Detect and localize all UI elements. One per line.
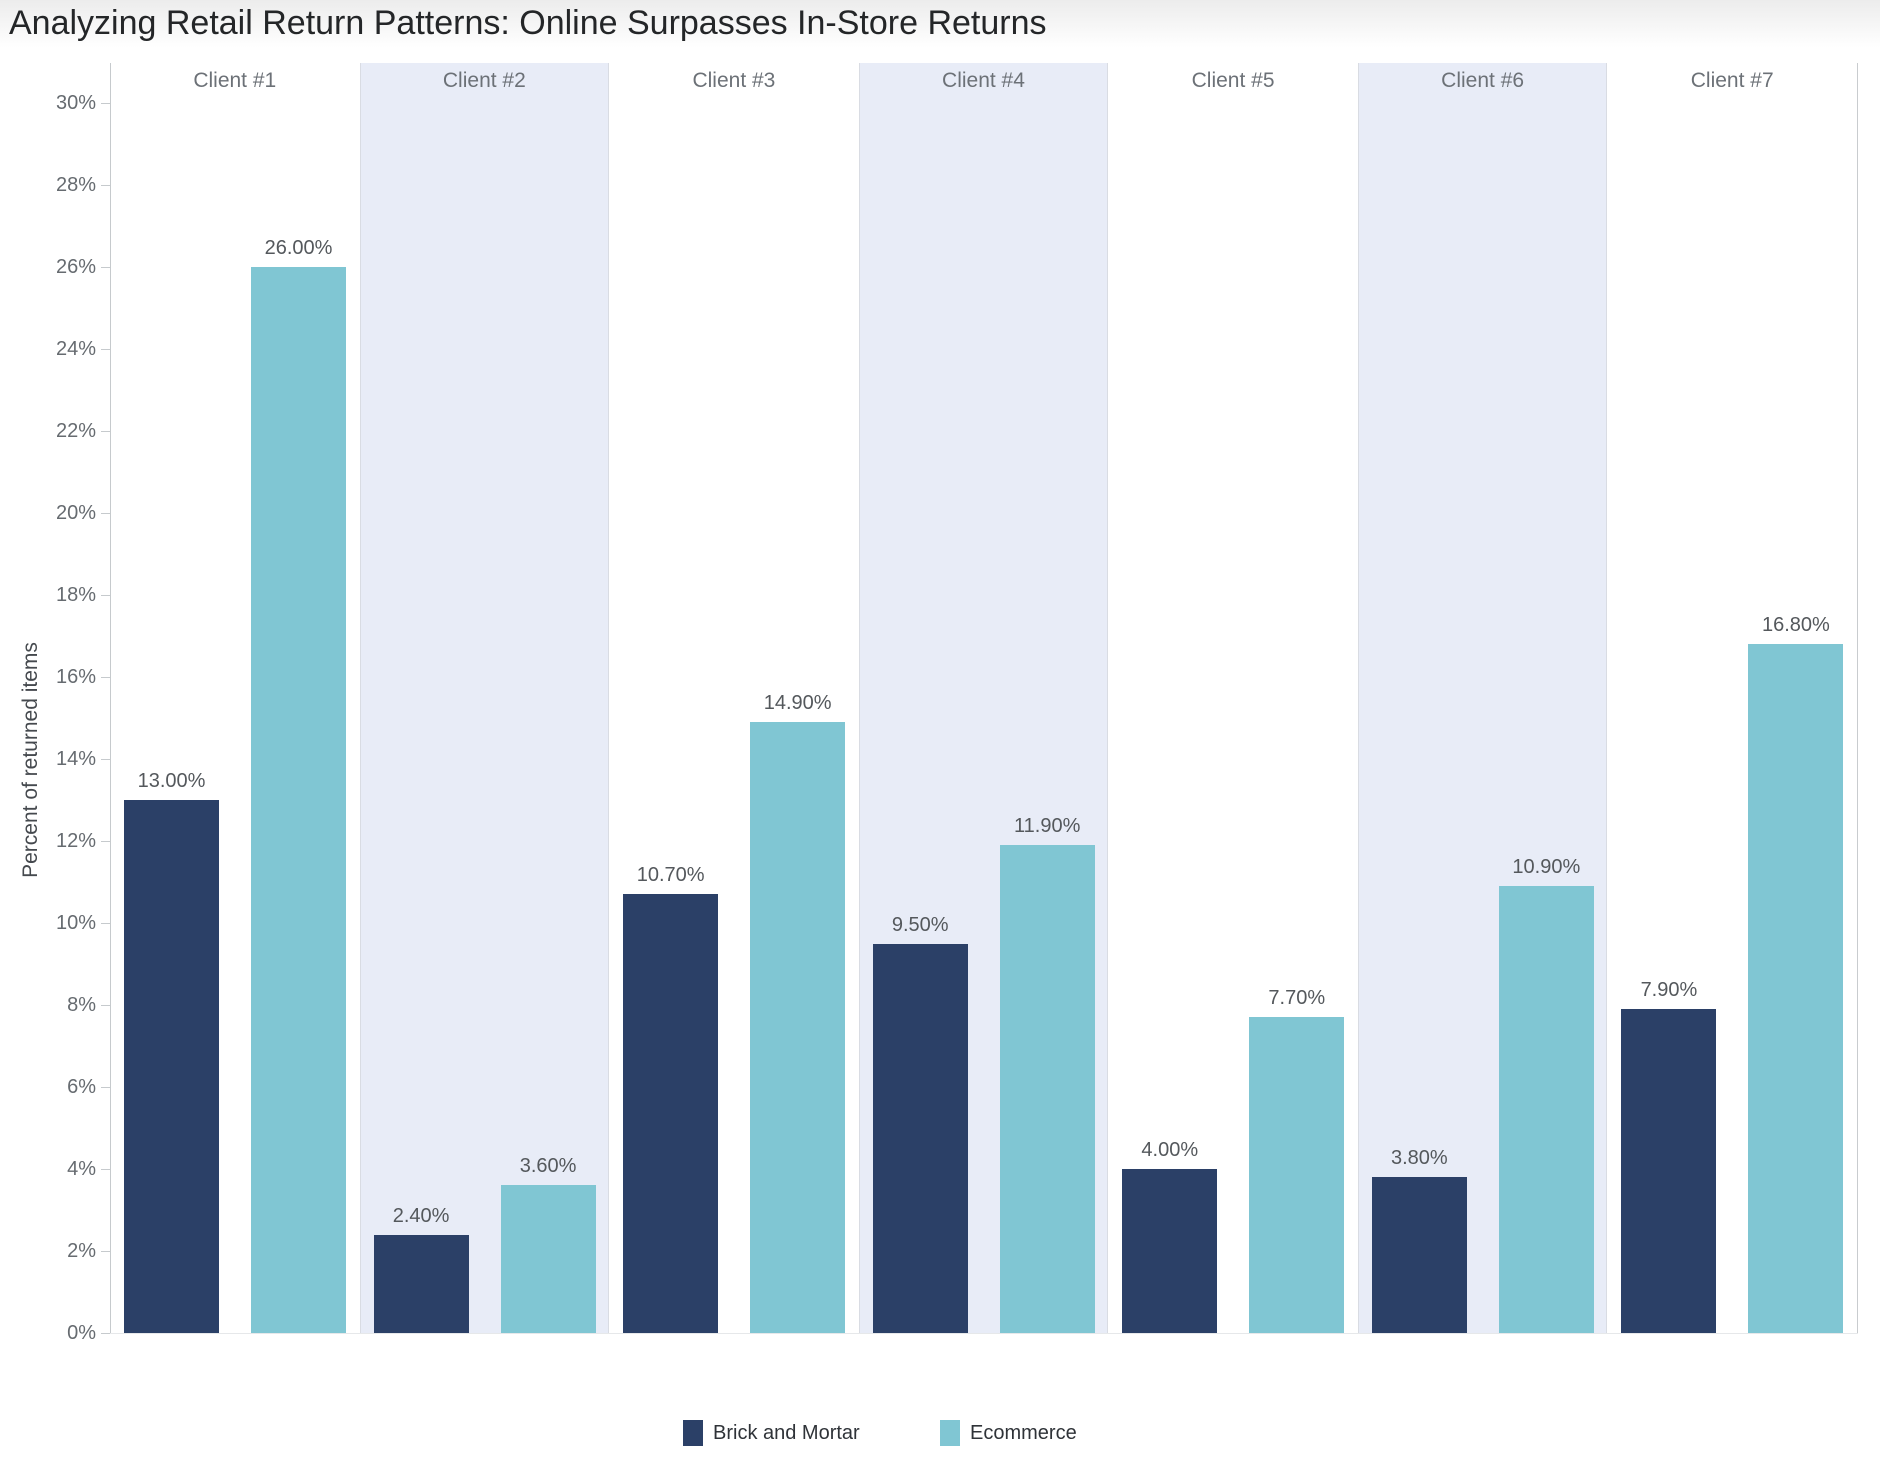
bar-value-label: 7.70%	[1268, 987, 1326, 1010]
bar-brick-and-mortar-3	[623, 894, 719, 1333]
y-tick-label: 4%	[67, 1158, 96, 1180]
bar-ecommerce-1	[251, 267, 346, 1333]
category-label-2: Client #2	[442, 69, 526, 92]
legend-item-ecommerce[interactable]: Ecommerce	[940, 1420, 1077, 1446]
y-tick-mark	[101, 103, 110, 104]
y-tick-mark	[101, 1251, 110, 1252]
y-tick-label: 10%	[55, 912, 96, 934]
y-tick-label: 2%	[67, 1240, 96, 1262]
legend-swatch-brick-and-mortar	[683, 1420, 703, 1446]
bar-ecommerce-2	[500, 1185, 596, 1333]
category-band-3: Client #3	[609, 63, 859, 1333]
y-tick-mark	[101, 841, 110, 842]
y-tick-label: 24%	[55, 338, 96, 360]
y-tick-mark	[101, 1087, 110, 1088]
y-tick-label: 26%	[55, 256, 96, 278]
y-tick-label: 30%	[55, 92, 96, 114]
legend-label: Ecommerce	[970, 1421, 1077, 1444]
category-label-3: Client #3	[692, 69, 776, 92]
title-bar: Analyzing Retail Return Patterns: Online…	[0, 0, 1880, 56]
bar-ecommerce-4	[999, 845, 1095, 1333]
bar-brick-and-mortar-1	[124, 800, 219, 1333]
bar-value-label: 10.70%	[636, 864, 705, 887]
y-axis-line	[110, 63, 111, 1333]
y-tick-label: 20%	[55, 502, 96, 524]
bar-ecommerce-5	[1249, 1017, 1345, 1333]
y-tick-mark	[101, 349, 110, 350]
legend-swatch-ecommerce	[940, 1420, 960, 1446]
bar-brick-and-mortar-4	[872, 943, 968, 1333]
y-tick-mark	[101, 513, 110, 514]
y-tick-mark	[101, 267, 110, 268]
bar-value-label: 9.50%	[891, 913, 949, 936]
category-label-6: Client #6	[1441, 69, 1525, 92]
y-tick-mark	[101, 1333, 110, 1334]
bar-value-label: 11.90%	[1014, 815, 1081, 838]
category-band-5: Client #5	[1108, 63, 1358, 1333]
category-label-7: Client #7	[1690, 69, 1774, 92]
legend-label: Brick and Mortar	[713, 1421, 860, 1444]
bar-value-label: 3.80%	[1390, 1147, 1448, 1170]
y-tick-label: 16%	[55, 666, 96, 688]
y-tick-label: 28%	[55, 174, 96, 196]
y-tick-mark	[101, 677, 110, 678]
category-band-1: Client #1	[110, 63, 360, 1333]
bar-value-label: 14.90%	[763, 692, 832, 715]
category-band-7: Client #7	[1607, 63, 1857, 1333]
category-label-4: Client #4	[942, 69, 1025, 92]
legend: Brick and Mortar Ecommerce	[0, 1420, 1880, 1452]
bar-value-label: 10.90%	[1512, 856, 1581, 879]
y-tick-mark	[101, 595, 110, 596]
bar-brick-and-mortar-7	[1621, 1009, 1717, 1333]
y-tick-label: 18%	[55, 584, 96, 606]
y-tick-label: 22%	[55, 420, 96, 442]
plot-right-border	[1857, 63, 1858, 1333]
y-tick-label: 12%	[55, 830, 96, 852]
y-tick-label: 6%	[67, 1076, 96, 1098]
y-tick-mark	[101, 759, 110, 760]
bar-value-label: 7.90%	[1640, 979, 1698, 1002]
y-tick-label: 0%	[67, 1322, 96, 1344]
bar-ecommerce-7	[1748, 644, 1844, 1333]
plot-area: Client #1 Client #2 Client #3 Client #4 Clie…	[110, 63, 1857, 1333]
bar-value-label: 16.80%	[1762, 614, 1830, 637]
y-tick-mark	[101, 431, 110, 432]
bar-value-label: 3.60%	[519, 1155, 577, 1178]
bar-value-label: 26.00%	[264, 237, 333, 259]
y-tick-label: 14%	[55, 748, 96, 770]
bar-value-label: 2.40%	[392, 1204, 450, 1227]
chart-title: Analyzing Retail Return Patterns: Online…	[9, 4, 1047, 42]
category-label-1: Client #1	[193, 69, 277, 92]
bar-brick-and-mortar-2	[373, 1234, 469, 1333]
bar-ecommerce-3	[750, 722, 846, 1333]
category-label-5: Client #5	[1191, 69, 1275, 92]
y-tick-mark	[101, 1005, 110, 1006]
y-tick-mark	[101, 185, 110, 186]
bar-value-label: 13.00%	[137, 770, 206, 792]
bar-value-label: 4.00%	[1141, 1139, 1199, 1161]
y-tick-mark	[101, 923, 110, 924]
x-axis-line	[110, 1333, 1858, 1334]
legend-item-brick-and-mortar[interactable]: Brick and Mortar	[683, 1420, 860, 1446]
y-tick-mark	[101, 1169, 110, 1170]
bar-brick-and-mortar-5	[1122, 1169, 1218, 1333]
bar-brick-and-mortar-6	[1371, 1177, 1467, 1333]
bar-ecommerce-6	[1498, 886, 1594, 1333]
category-band-2: Client #2	[359, 63, 610, 1333]
y-tick-label: 8%	[67, 994, 96, 1016]
